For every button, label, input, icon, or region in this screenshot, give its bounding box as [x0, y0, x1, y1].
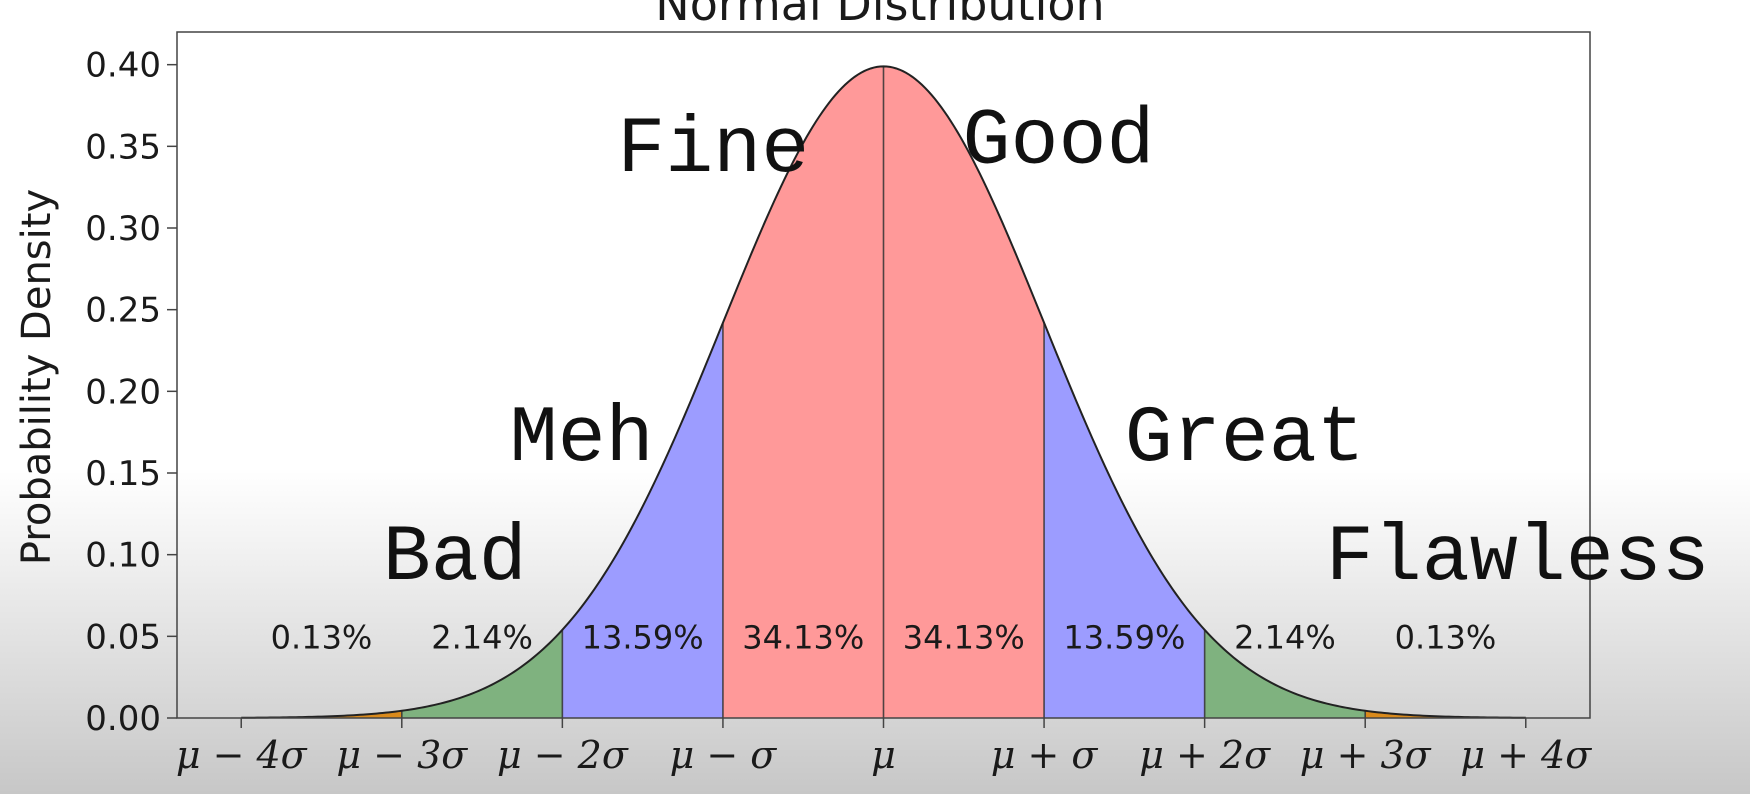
y-tick-label-3: 0.15 [85, 454, 161, 494]
percent-label-2: 13.59% [582, 618, 704, 656]
y-tick-label-7: 0.35 [85, 127, 161, 167]
sigma-lines [400, 66, 1367, 718]
chart-title: Normal Distribution [655, 0, 1104, 31]
y-tick-label-1: 0.05 [85, 617, 161, 657]
rating-label-good: Good [963, 97, 1155, 188]
percent-label-0: 0.13% [271, 618, 373, 656]
band-area-0 [241, 710, 402, 718]
density-curve-group [241, 65, 1526, 719]
rating-label-bad: Bad [383, 513, 527, 604]
x-tick-label-7: μ + 3σ [1300, 733, 1432, 777]
y-axis-label: Probability Density [14, 189, 60, 565]
band-area-6 [1204, 629, 1366, 718]
band-area-7 [1365, 710, 1526, 718]
x-tick-label-2: μ − 2σ [497, 733, 629, 777]
x-tick-label-3: μ − σ [670, 733, 778, 777]
band-area-3 [722, 66, 884, 718]
y-tick-label-5: 0.25 [85, 291, 161, 331]
percent-label-3: 34.13% [742, 618, 864, 656]
y-tick-label-8: 0.40 [85, 46, 161, 86]
x-tick-label-5: μ + σ [991, 733, 1099, 777]
density-curve [241, 65, 1526, 719]
y-ticks: 0.00 0.05 0.10 0.15 0.20 0.25 0.30 0.35 0.40 [85, 46, 177, 739]
x-tick-label-6: μ + 2σ [1139, 733, 1271, 777]
x-tick-label-0: μ − 4σ [176, 733, 308, 777]
percent-labels: 0.13% 2.14% 13.59% 34.13% 34.13% 13.59% 2.14% 0… [271, 618, 1497, 656]
rating-label-flawless: Flawless [1326, 513, 1710, 604]
band-area-1 [401, 629, 563, 718]
y-tick-label-4: 0.20 [85, 372, 161, 412]
band-area-4 [883, 66, 1045, 718]
rating-label-meh: Meh [510, 394, 654, 485]
x-tick-label-4: μ [871, 733, 896, 777]
x-tick-label-8: μ + 4σ [1460, 733, 1592, 777]
rating-labels: Fine Good Meh Great Bad Flawless [383, 97, 1710, 605]
rating-label-great: Great [1125, 394, 1365, 485]
y-tick-label-0: 0.00 [85, 699, 161, 739]
y-tick-label-2: 0.10 [85, 536, 161, 576]
percent-label-1: 2.14% [431, 618, 533, 656]
x-ticks: μ − 4σ μ − 3σ μ − 2σ μ − σ μ μ + σ μ + 2σ μ + 3… [176, 718, 1592, 777]
y-tick-label-6: 0.30 [85, 209, 161, 249]
percent-label-7: 0.13% [1395, 618, 1497, 656]
x-tick-label-1: μ − 3σ [336, 733, 468, 777]
percent-label-4: 34.13% [903, 618, 1025, 656]
percent-label-6: 2.14% [1234, 618, 1336, 656]
percent-label-5: 13.59% [1063, 618, 1185, 656]
rating-label-fine: Fine [617, 105, 809, 196]
